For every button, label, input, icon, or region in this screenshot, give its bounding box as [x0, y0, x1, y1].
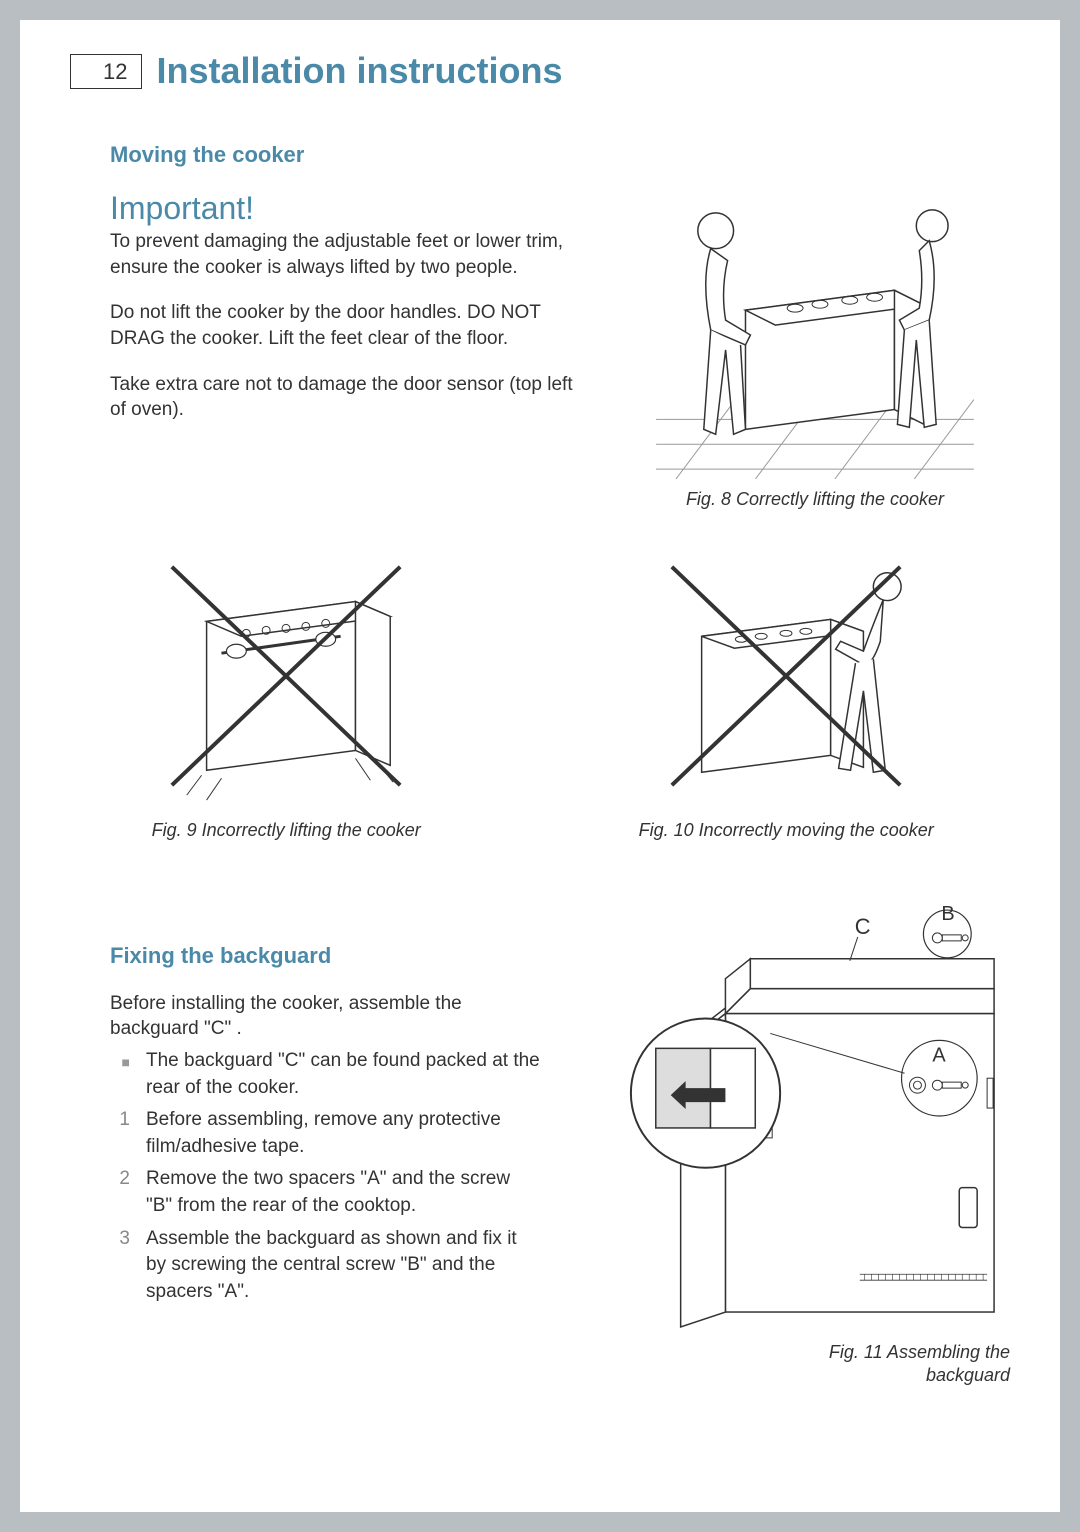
- text-column-2: Fixing the backguard Before installing t…: [110, 903, 540, 1388]
- list-item: 1 Before assembling, remove any protecti…: [110, 1107, 540, 1160]
- page-title: Installation instructions: [156, 50, 562, 92]
- figure-caption: Fig. 11 Assembling the backguard: [810, 1341, 1010, 1388]
- paragraph: Do not lift the cooker by the door handl…: [110, 300, 580, 351]
- page-number-box: 12: [70, 54, 142, 89]
- list-text: Before assembling, remove any protective…: [146, 1107, 540, 1160]
- label-a: A: [932, 1044, 946, 1066]
- figure-10: Fig. 10 Incorrectly moving the cooker: [639, 541, 934, 842]
- paragraph: To prevent damaging the adjustable feet …: [110, 229, 580, 280]
- document-page: 12 Installation instructions Moving the …: [20, 20, 1060, 1512]
- text-column-1: Important! To prevent damaging the adjus…: [110, 190, 580, 511]
- backguard-assembly-icon: C B A: [610, 903, 1010, 1333]
- figure-column-2: C B A: [570, 903, 1010, 1388]
- incorrect-move-icon: [646, 541, 926, 811]
- page-number: 12: [103, 59, 127, 84]
- figure-caption: Fig. 8 Correctly lifting the cooker: [686, 488, 944, 511]
- page-header: 12 Installation instructions: [70, 50, 1010, 92]
- section-heading-moving: Moving the cooker: [110, 142, 1010, 168]
- list-item: 2 Remove the two spacers "A" and the scr…: [110, 1166, 540, 1219]
- figure-9: Fig. 9 Incorrectly lifting the cooker: [146, 541, 426, 842]
- paragraph: Before installing the cooker, assemble t…: [110, 991, 540, 1042]
- figure-11: C B A: [610, 903, 1010, 1388]
- section-heading-backguard: Fixing the backguard: [110, 943, 540, 969]
- list-item: ■ The backguard "C" can be found packed …: [110, 1048, 540, 1101]
- bullet-icon: ■: [110, 1048, 130, 1101]
- step-number: 1: [110, 1107, 130, 1160]
- figure-column-1: Fig. 8 Correctly lifting the cooker: [620, 190, 1010, 511]
- important-heading: Important!: [110, 190, 580, 227]
- figure-caption: Fig. 9 Incorrectly lifting the cooker: [152, 819, 421, 842]
- list-item: 3 Assemble the backguard as shown and fi…: [110, 1226, 540, 1306]
- step-number: 2: [110, 1166, 130, 1219]
- list-text: Remove the two spacers "A" and the screw…: [146, 1166, 540, 1219]
- label-b: B: [941, 903, 954, 925]
- paragraph: Take extra care not to damage the door s…: [110, 372, 580, 423]
- lifting-illustration-icon: [655, 190, 975, 480]
- figure-caption: Fig. 10 Incorrectly moving the cooker: [639, 819, 934, 842]
- step-number: 3: [110, 1226, 130, 1306]
- row-important: Important! To prevent damaging the adjus…: [70, 190, 1010, 511]
- label-c: C: [855, 914, 871, 939]
- figure-8: Fig. 8 Correctly lifting the cooker: [620, 190, 1010, 511]
- incorrect-lift-icon: [146, 541, 426, 811]
- section-backguard: Fixing the backguard Before installing t…: [70, 903, 1010, 1388]
- list-text: The backguard "C" can be found packed at…: [146, 1048, 540, 1101]
- row-incorrect-figures: Fig. 9 Incorrectly lifting the cooker: [70, 541, 1010, 842]
- list-text: Assemble the backguard as shown and fix …: [146, 1226, 540, 1306]
